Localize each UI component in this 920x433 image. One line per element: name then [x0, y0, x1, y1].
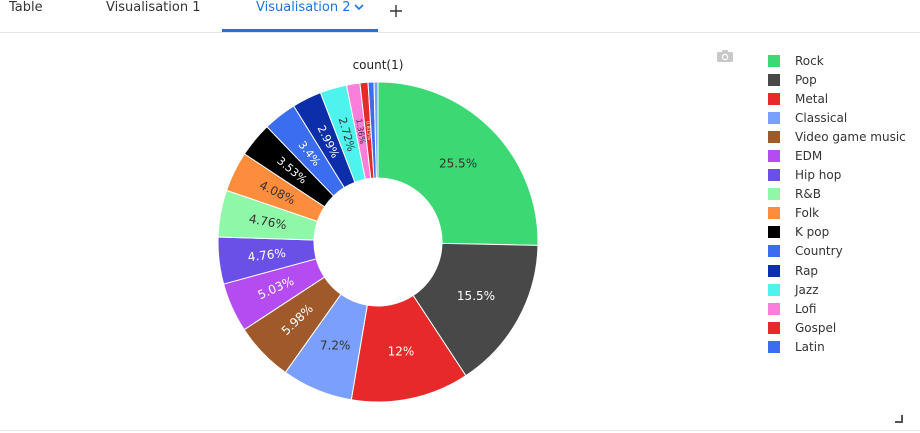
pie-slice-other-16[interactable] — [373, 81, 379, 179]
legend-item[interactable]: Pop — [768, 70, 906, 89]
slice-label: 1.36% — [354, 118, 367, 145]
legend-swatch — [768, 188, 780, 201]
active-tab-indicator — [222, 29, 378, 32]
legend-swatch — [768, 340, 780, 353]
legend-item[interactable]: Folk — [768, 204, 906, 223]
bottom-divider — [0, 430, 920, 431]
legend-swatch — [768, 150, 780, 163]
legend-item[interactable]: Classical — [768, 108, 906, 127]
legend-label: Hip hop — [795, 168, 842, 183]
pie-slice-rock[interactable] — [377, 81, 539, 246]
tab-table[interactable]: Table — [9, 0, 43, 15]
legend-label: Folk — [795, 206, 820, 221]
slice-label: 4.76% — [248, 212, 288, 233]
legend-item[interactable]: Latin — [768, 337, 906, 356]
resize-handle-icon[interactable] — [895, 415, 903, 423]
legend-swatch — [768, 130, 780, 143]
legend-label: R&B — [795, 187, 821, 202]
legend-item[interactable]: R&B — [768, 185, 906, 204]
donut-chart: count(1) 25.5%15.5%12%7.2%5.98%5.03%4.76… — [217, 58, 539, 403]
legend-swatch — [768, 302, 780, 315]
slice-label: 15.5% — [457, 289, 495, 303]
legend-swatch — [768, 321, 780, 334]
camera-icon[interactable] — [716, 48, 734, 62]
legend-item[interactable]: K pop — [768, 223, 906, 242]
legend-item[interactable]: Country — [768, 242, 906, 261]
slice-label: 7.2% — [320, 338, 351, 352]
slice-label: 4.76% — [247, 246, 287, 264]
legend-item[interactable]: EDM — [768, 146, 906, 165]
legend-item[interactable]: Jazz — [768, 280, 906, 299]
legend-label: Rock — [795, 53, 824, 68]
legend-item[interactable]: Metal — [768, 89, 906, 108]
legend-label: Classical — [795, 110, 848, 125]
chart-title: count(1) — [353, 58, 404, 72]
legend-swatch — [768, 54, 780, 67]
legend-label: Latin — [795, 339, 825, 354]
legend-label: Gospel — [795, 320, 837, 335]
legend-item[interactable]: Gospel — [768, 318, 906, 337]
chevron-down-icon[interactable] — [354, 2, 364, 15]
legend-label: Lofi — [795, 301, 817, 316]
legend-swatch — [768, 111, 780, 124]
tab-visualisation-1[interactable]: Visualisation 1 — [106, 0, 201, 15]
legend-label: Country — [795, 244, 843, 259]
slice-label: 12% — [388, 345, 415, 359]
legend-label: Jazz — [795, 282, 819, 297]
legend-label: EDM — [795, 149, 823, 164]
slice-label: 0.815% — [364, 121, 372, 141]
legend-swatch — [768, 169, 780, 182]
legend-swatch — [768, 245, 780, 258]
legend-swatch — [768, 226, 780, 239]
plus-icon[interactable] — [389, 0, 403, 23]
legend-label: Video game music — [795, 129, 906, 144]
legend-item[interactable]: Rap — [768, 261, 906, 280]
legend-label: Pop — [795, 72, 817, 87]
legend-item[interactable]: Rock — [768, 51, 906, 70]
legend-item[interactable]: Video game music — [768, 127, 906, 146]
tab-visualisation-2[interactable]: Visualisation 2 — [256, 0, 351, 15]
legend-item[interactable]: Hip hop — [768, 166, 906, 185]
legend-label: K pop — [795, 225, 830, 240]
legend-swatch — [768, 283, 780, 296]
tab-bar: Table Visualisation 1 Visualisation 2 — [0, 0, 920, 33]
legend-label: Rap — [795, 263, 819, 278]
legend-swatch — [768, 73, 780, 86]
legend-swatch — [768, 92, 780, 105]
chart-legend: Rock Pop Metal Classical Video game music EDM… — [768, 51, 906, 357]
legend-item[interactable]: Lofi — [768, 299, 906, 318]
legend-swatch — [768, 264, 780, 277]
legend-swatch — [768, 207, 780, 220]
legend-label: Metal — [795, 91, 829, 106]
slice-label: 25.5% — [439, 157, 477, 171]
